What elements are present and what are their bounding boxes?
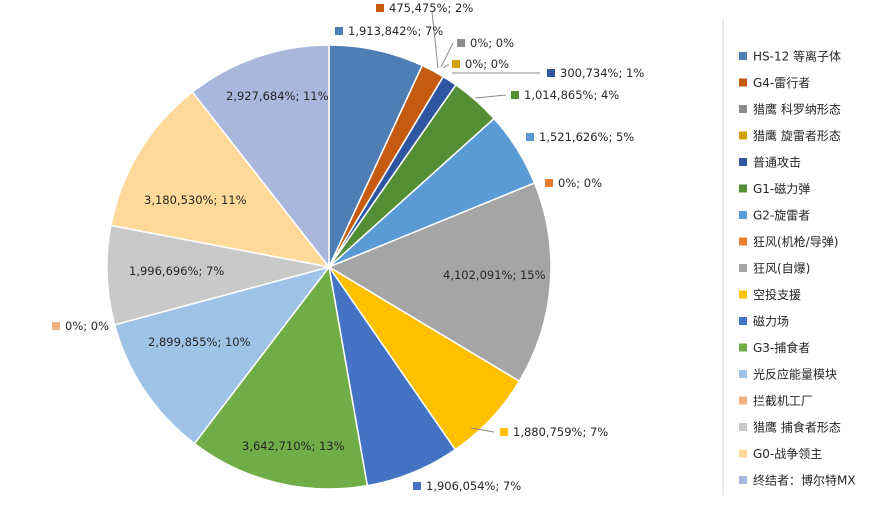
data-label: 0%; 0% [65,319,109,333]
data-label-swatch [511,91,519,99]
data-label: 0%; 0% [465,57,509,71]
pie-slice [106,224,330,326]
legend-swatch [739,370,747,378]
pie-slice [110,90,331,269]
legend-label: 猎鹰 捕食者形态 [753,420,841,435]
pie-slice [327,182,552,383]
legend-swatch [739,237,747,246]
data-label: 1,913,842%; 7% [348,24,443,38]
data-label: 0%; 0% [558,176,602,190]
legend-label: 空投支援 [753,287,801,302]
legend-swatch [739,52,747,60]
legend-swatch [739,343,747,352]
legend-label: 狂风(机枪/导弹) [753,234,838,249]
data-label: 4,102,091%; 15% [443,268,546,282]
legend-swatch [739,396,747,405]
legend-label: 终结者：博尔特MX [753,473,856,488]
legend-label: G1-磁力弹 [753,181,810,196]
data-label: 3,180,530%; 11% [144,193,247,207]
legend-swatch [739,423,747,431]
data-label: 1,906,054%; 7% [426,479,521,493]
data-label-swatch [545,179,553,187]
data-label: 1,880,759%; 7% [513,425,608,439]
leader-line [442,63,450,69]
legend-swatch [739,131,747,140]
legend-label: 磁力场 [753,314,789,329]
legend-label: G3-捕食者 [753,340,810,355]
pie-slices [106,44,552,490]
data-label: 2,927,684%; 11% [226,89,329,103]
legend-swatch [739,78,747,87]
legend-label: 光反应能量模块 [753,367,837,382]
legend-label: 猎鹰 旋雷者形态 [753,128,841,143]
legend-label: G4-雷行者 [753,76,810,90]
data-label-swatch [452,60,460,68]
legend-label: 猎鹰 科罗纳形态 [753,102,841,117]
legend-swatch [739,476,747,484]
data-labels: 1,913,842%; 7% 475,475%; 2% 0%; 0% 0%; 0% 30… [52,1,644,493]
data-label-swatch [547,69,555,77]
legend-swatch [739,211,747,219]
leader-line [470,427,495,433]
legend-swatch [739,184,747,193]
data-label: 1,521,626%; 5% [539,130,634,144]
leader-lines [431,11,540,433]
pie-slice [191,44,330,270]
pie-slice [113,265,331,445]
legend-swatch [739,105,747,113]
data-label: 2,899,855%; 10% [148,335,251,349]
legend-swatch [739,264,747,272]
data-label: 300,734%; 1% [560,66,644,80]
data-label: 0%; 0% [470,36,514,50]
data-label: 1,996,696%; 7% [129,264,224,278]
legend-swatch [739,317,747,325]
legend-swatch [739,449,747,458]
legend-label: 普通攻击 [753,156,801,170]
data-label: 3,642,710%; 13% [242,439,345,453]
legend-label: 狂风(自爆) [753,262,810,276]
data-label-swatch [500,428,508,436]
data-label-swatch [335,27,343,35]
data-label-swatch [376,4,384,12]
leader-line [431,11,439,69]
legend-label: 拦截机工厂 [753,394,813,408]
legend-swatch [739,158,747,166]
legend-swatch [739,290,747,299]
legend-label: G2-旋雷者 [753,209,810,223]
legend-label: HS-12 等离子体 [753,49,841,64]
leader-line [474,94,507,99]
data-label-swatch [526,133,534,141]
pie-slice [193,265,369,490]
data-label-swatch [457,39,465,47]
legend-label: G0-战争领主 [753,447,822,461]
leader-line [440,42,454,68]
data-label-swatch [413,482,421,490]
data-label: 475,475%; 2% [389,1,473,15]
data-label-swatch [52,322,60,330]
data-label: 1,014,865%; 4% [524,88,619,102]
